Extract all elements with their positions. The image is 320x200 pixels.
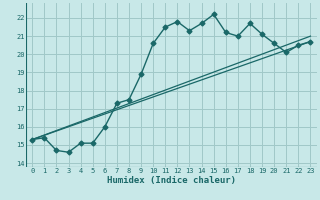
X-axis label: Humidex (Indice chaleur): Humidex (Indice chaleur) (107, 176, 236, 185)
